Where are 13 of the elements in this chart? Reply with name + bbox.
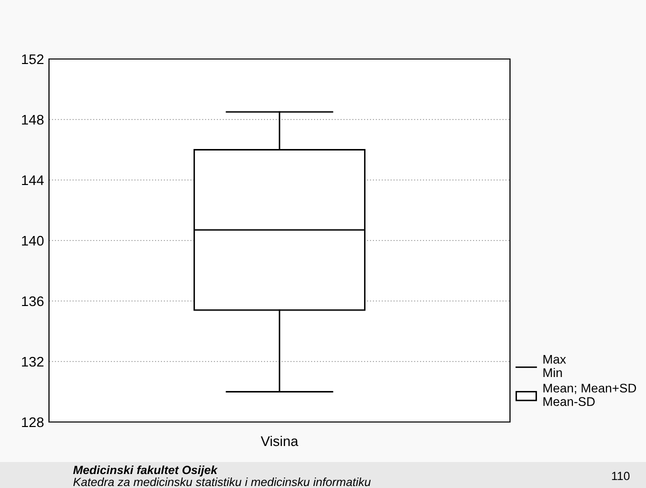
x-tick-label: Visina [260,436,298,446]
y-tick-label: 140 [22,236,44,246]
y-tick-label: 128 [22,417,44,428]
y-tick-label: 136 [22,296,44,306]
legend-label: Mean; Mean+SD Mean-SD [544,384,636,406]
text: Katedra za medicinsku statistiku i medicinsku informatiku [73,477,371,486]
y-tick-label: 144 [22,175,44,186]
text: Max Min [544,354,566,378]
y-tick-label: 148 [22,114,44,125]
text: Medicinski fakultet Osijek [73,466,218,477]
y-tick-label: 132 [22,356,44,367]
text: 110 [612,472,630,480]
y-tick-label: 152 [22,54,44,64]
